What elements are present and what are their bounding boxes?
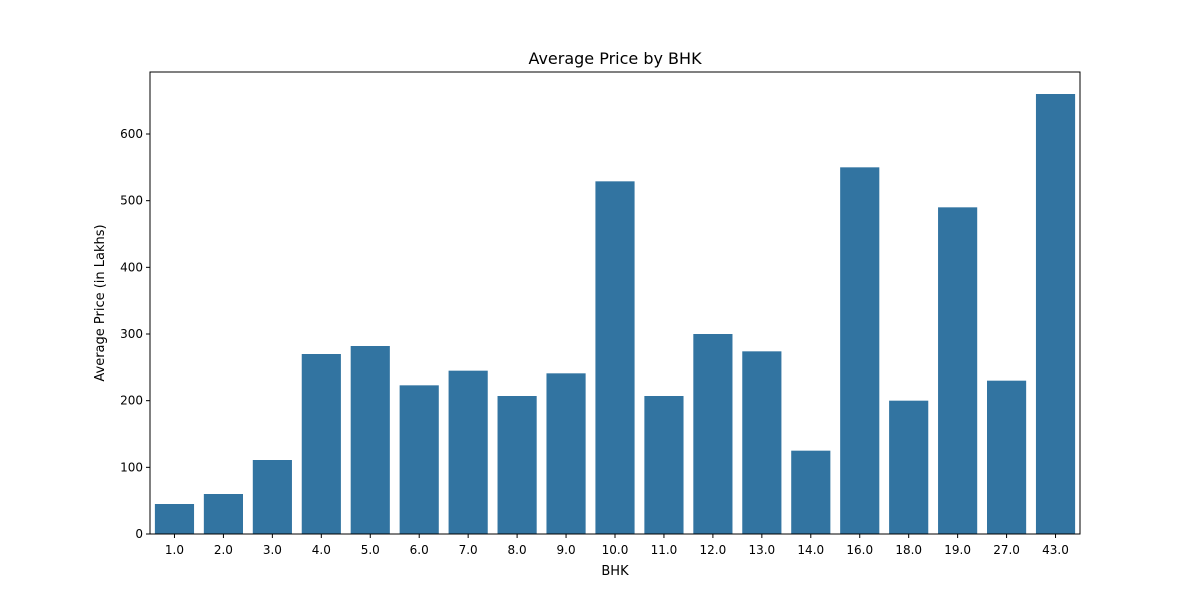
x-tick-label: 19.0 [944, 543, 971, 557]
x-tick-label: 4.0 [312, 543, 331, 557]
x-tick-label: 8.0 [508, 543, 527, 557]
x-tick-label: 2.0 [214, 543, 233, 557]
x-tick-label: 6.0 [410, 543, 429, 557]
plot-frame [149, 71, 1081, 535]
bars-group [154, 94, 1076, 534]
y-tick-label: 300 [120, 327, 143, 341]
x-axis-ticks: 1.0 2.0 3.0 4.0 5.0 6.0 7.0 8.0 9.0 10.0 11.0 12.0 1… [165, 534, 1069, 557]
bar-16.0 [840, 167, 880, 534]
x-axis-label: BHK [601, 564, 629, 579]
x-tick-label: 18.0 [895, 543, 922, 557]
y-tick-label: 500 [120, 194, 143, 208]
bar-6.0 [399, 385, 439, 534]
bar-8.0 [497, 396, 537, 534]
bar-19.0 [938, 207, 978, 534]
y-tick-label: 100 [120, 460, 143, 474]
bar-18.0 [889, 400, 929, 534]
y-tick-label: 600 [120, 127, 143, 141]
bar-11.0 [644, 396, 684, 534]
y-axis-ticks: 0 100 200 300 400 500 600 [120, 127, 150, 541]
x-tick-label: 7.0 [459, 543, 478, 557]
bar-14.0 [791, 450, 831, 534]
chart-title: Average Price by BHK [528, 49, 702, 68]
x-tick-label: 13.0 [748, 543, 775, 557]
x-tick-label: 9.0 [557, 543, 576, 557]
bar-43.0 [1035, 94, 1076, 534]
x-tick-label: 12.0 [700, 543, 727, 557]
y-tick-label: 400 [120, 260, 143, 274]
bar-12.0 [693, 334, 733, 534]
bar-2.0 [203, 494, 243, 534]
x-tick-label: 5.0 [361, 543, 380, 557]
y-tick-label: 0 [135, 527, 143, 541]
x-tick-label: 1.0 [165, 543, 184, 557]
bar-7.0 [448, 370, 488, 534]
x-tick-label: 11.0 [651, 543, 678, 557]
x-tick-label: 14.0 [797, 543, 824, 557]
x-tick-label: 16.0 [846, 543, 873, 557]
bar-9.0 [546, 373, 586, 534]
bar-10.0 [595, 181, 635, 534]
y-axis-label: Average Price (in Lakhs) [93, 224, 108, 381]
bar-4.0 [301, 354, 341, 534]
x-tick-label: 43.0 [1042, 543, 1069, 557]
x-tick-label: 27.0 [993, 543, 1020, 557]
y-tick-label: 200 [120, 394, 143, 408]
bar-3.0 [252, 460, 292, 534]
bar-5.0 [350, 346, 390, 534]
bar-27.0 [987, 380, 1027, 534]
bar-1.0 [154, 504, 195, 534]
x-tick-label: 3.0 [263, 543, 282, 557]
bar-13.0 [742, 351, 782, 534]
x-tick-label: 10.0 [602, 543, 629, 557]
